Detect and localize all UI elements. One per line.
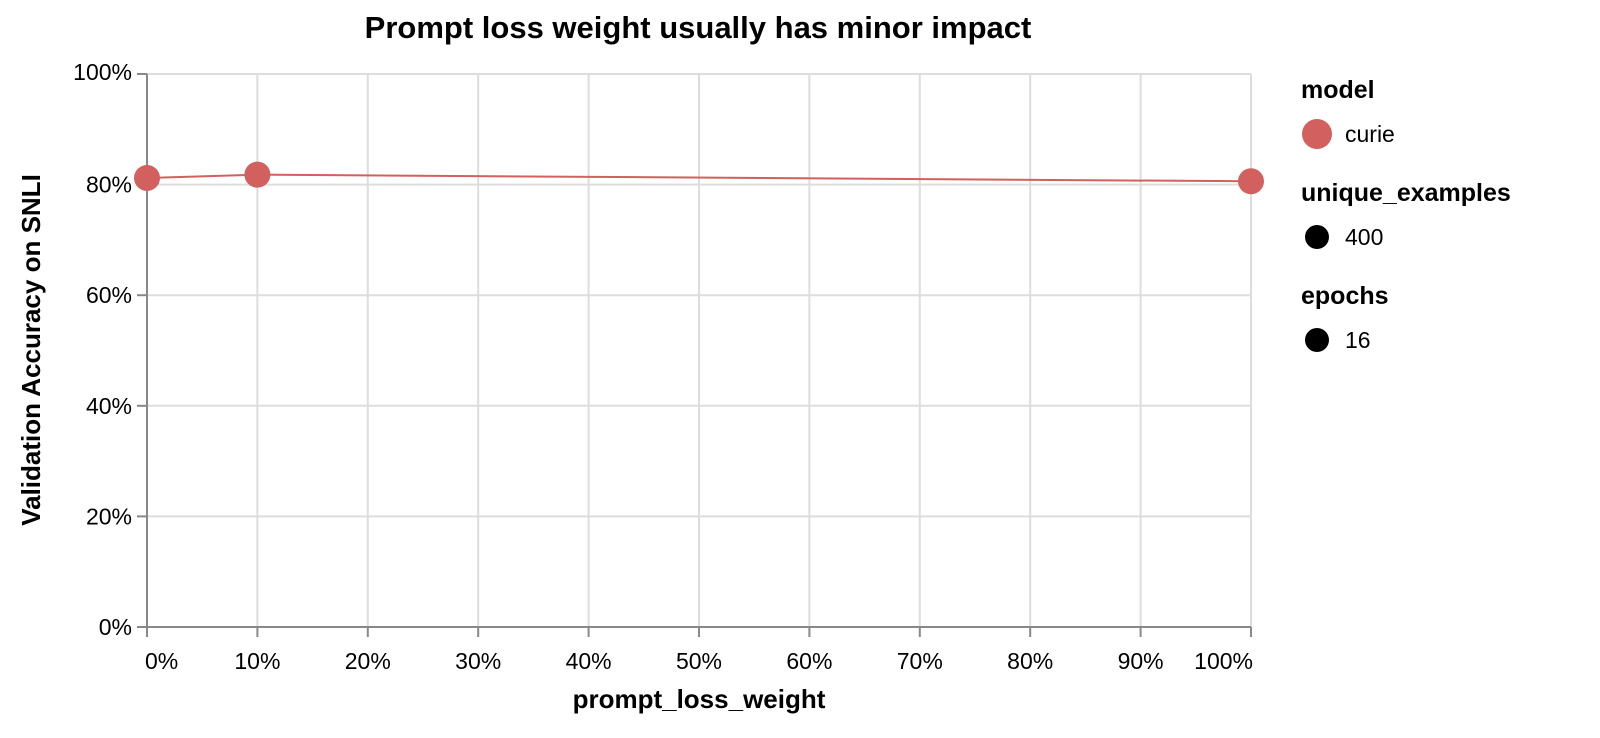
legend: model curie unique_examples 400 epochs 16 [1301,76,1511,353]
legend-title: epochs [1301,282,1389,310]
y-tick-label: 60% [86,282,132,308]
x-tick-label: 80% [1007,648,1053,674]
legend-symbol [1305,328,1329,352]
x-axis-tick-labels: 0% 10% 20% 30% 40% 50% 60% 70% 80% 90% 100% [145,648,1253,674]
legend-label: 16 [1345,327,1371,353]
x-axis-title: prompt_loss_weight [573,684,826,714]
y-tick-label: 100% [73,59,132,85]
x-tick-label: 90% [1118,648,1164,674]
legend-label: 400 [1345,224,1383,250]
y-tick-label: 20% [86,503,132,529]
y-tick-label: 80% [86,172,132,198]
x-tick-label: 50% [676,648,722,674]
legend-symbol [1305,225,1329,249]
y-tick-label: 40% [86,393,132,419]
legend-symbol [1302,119,1332,149]
legend-title: unique_examples [1301,179,1511,207]
x-tick-label: 70% [897,648,943,674]
x-tick-label: 30% [455,648,501,674]
x-tick-label: 0% [145,648,178,674]
data-point [134,164,160,191]
x-tick-label: 20% [345,648,391,674]
y-tick-label: 0% [99,614,132,640]
chart-title: Prompt loss weight usually has minor imp… [365,10,1032,45]
y-axis-title: Validation Accuracy on SNLI [16,174,46,526]
x-tick-label: 100% [1194,648,1253,674]
legend-label: curie [1345,121,1395,147]
grid [146,73,1252,628]
data-point [1238,168,1264,195]
data-point [244,161,271,188]
series-points [134,161,1264,195]
legend-title: model [1301,76,1375,104]
y-axis-tick-labels: 0% 20% 40% 60% 80% 100% [73,59,132,640]
axes [137,73,1252,637]
x-tick-label: 10% [234,648,280,674]
x-tick-label: 60% [786,648,832,674]
x-tick-label: 40% [566,648,612,674]
